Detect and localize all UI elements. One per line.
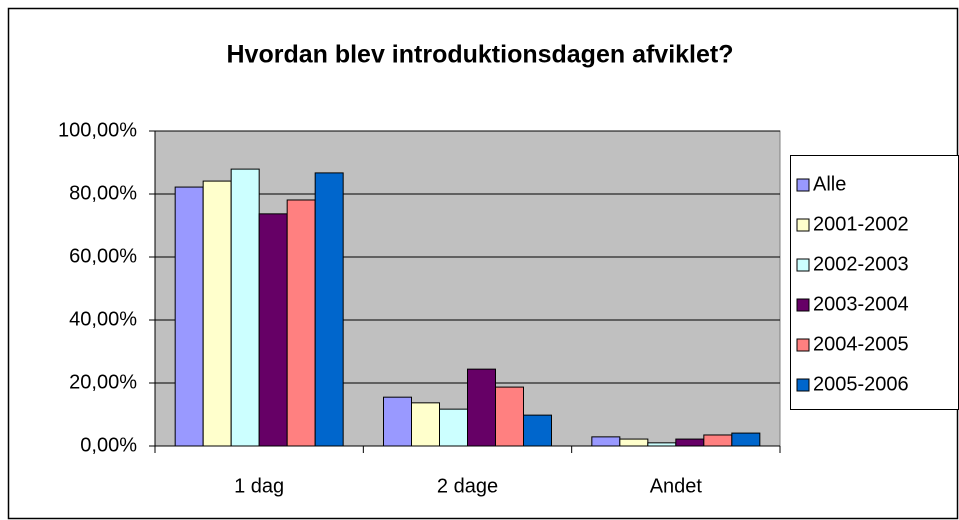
x-tick-label: 1 dag bbox=[234, 475, 284, 497]
y-tick-label: 80,00% bbox=[69, 182, 137, 204]
bar bbox=[703, 434, 733, 447]
legend-swatch bbox=[796, 378, 810, 392]
y-tick-label: 40,00% bbox=[69, 308, 137, 330]
bar bbox=[202, 180, 232, 447]
legend-label: 2005-2006 bbox=[813, 373, 909, 395]
y-tick-label: 100,00% bbox=[58, 119, 137, 141]
bar bbox=[314, 172, 344, 447]
legend-swatch bbox=[796, 338, 810, 352]
bar bbox=[286, 199, 316, 447]
bar bbox=[383, 396, 412, 447]
bar bbox=[495, 386, 524, 447]
bar bbox=[439, 408, 468, 447]
bar bbox=[619, 438, 649, 447]
y-tick-label: 0,00% bbox=[80, 434, 137, 456]
y-tick-label: 20,00% bbox=[69, 371, 137, 393]
legend-label: Alle bbox=[813, 173, 846, 195]
legend-label: 2001-2002 bbox=[813, 213, 909, 235]
x-tick-label: Andet bbox=[650, 475, 703, 497]
bar bbox=[591, 436, 621, 447]
legend-swatch bbox=[796, 178, 810, 192]
bar bbox=[258, 213, 288, 447]
legend-swatch bbox=[796, 298, 810, 312]
bar bbox=[675, 438, 705, 447]
chart-title: Hvordan blev introduktionsdagen afviklet… bbox=[226, 41, 733, 69]
bar bbox=[467, 368, 496, 447]
bar bbox=[411, 402, 440, 447]
bar bbox=[523, 414, 552, 447]
y-tick-label: 60,00% bbox=[69, 245, 137, 267]
bar bbox=[230, 168, 260, 447]
legend-swatch bbox=[796, 218, 810, 232]
legend bbox=[790, 155, 959, 410]
bar bbox=[731, 432, 761, 447]
legend-label: 2004-2005 bbox=[813, 333, 909, 355]
bar bbox=[174, 186, 204, 447]
x-tick-label: 2 dage bbox=[437, 475, 498, 497]
legend-label: 2003-2004 bbox=[813, 293, 909, 315]
legend-label: 2002-2003 bbox=[813, 253, 909, 275]
bar bbox=[647, 442, 677, 447]
legend-swatch bbox=[796, 258, 810, 272]
